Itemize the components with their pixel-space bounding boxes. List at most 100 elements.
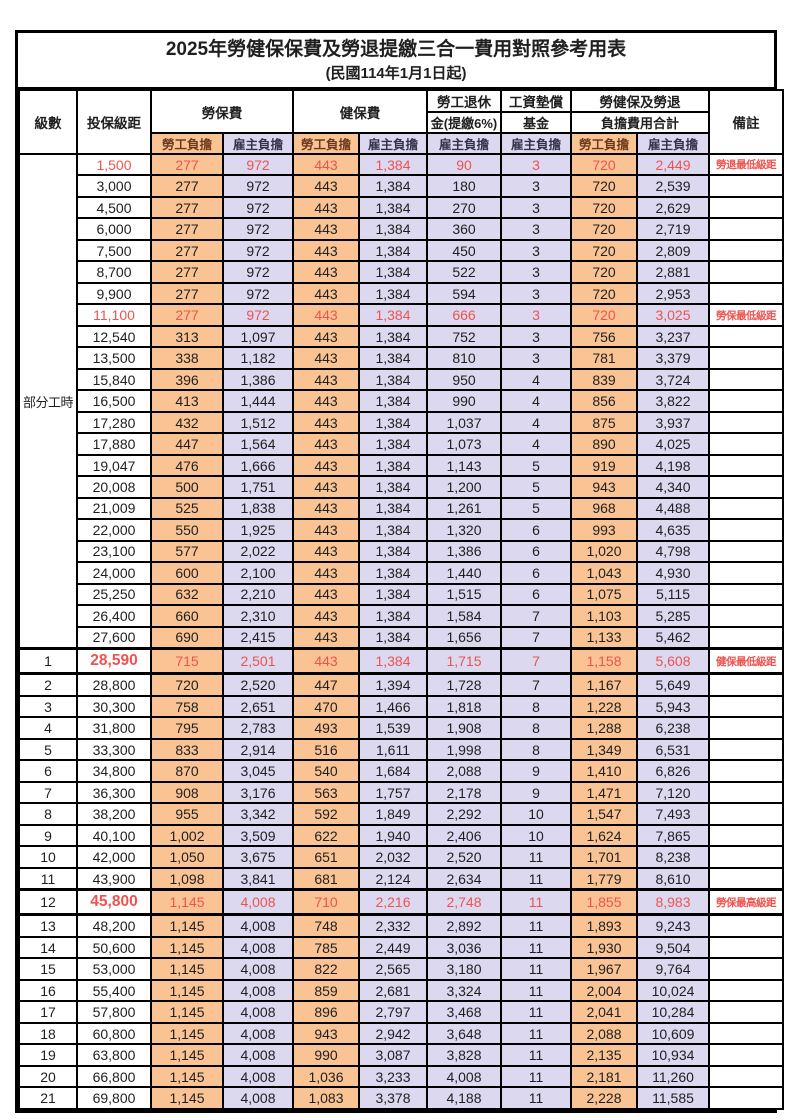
value-cell: 11 — [500, 978, 572, 1003]
value-cell: 1,515 — [426, 582, 502, 607]
value-cell: 470 — [292, 694, 360, 719]
value-cell: 1,384 — [358, 496, 428, 521]
value-cell: 1,757 — [358, 780, 428, 805]
value-cell: 447 — [150, 432, 224, 456]
table-row: 11 43,900 1,098 3,841 681 2,124 2,634 11 1,779 8,… — [18, 866, 784, 891]
value-cell: 8 — [500, 737, 572, 762]
value-cell: 5 — [500, 496, 572, 521]
remark-cell — [708, 1021, 784, 1046]
table-row: 14 50,600 1,145 4,008 785 2,449 3,036 11 1,930 9,… — [18, 935, 784, 960]
bracket-cell: 11,100 — [76, 303, 152, 327]
value-cell: 3,324 — [426, 978, 502, 1003]
title-block: 2025年勞健保保費及勞退提繳三合一費用對照參考用表 (民國114年1月1日起) — [18, 33, 774, 89]
table-row: 5 33,300 833 2,914 516 1,611 1,998 8 1,349 6,531 — [18, 737, 784, 762]
bracket-cell: 17,880 — [76, 432, 152, 456]
value-cell: 758 — [150, 694, 224, 719]
remark-cell — [708, 432, 784, 456]
level-cell: 8 — [18, 802, 78, 826]
value-cell: 1,261 — [426, 496, 502, 521]
remark-cell — [708, 694, 784, 719]
value-cell: 1,036 — [292, 1064, 360, 1089]
value-cell: 972 — [222, 303, 294, 327]
value-cell: 890 — [570, 432, 638, 456]
bracket-cell: 34,800 — [76, 759, 152, 783]
value-cell: 2,310 — [222, 604, 294, 628]
value-cell: 1,849 — [358, 802, 428, 826]
value-cell: 2,449 — [636, 152, 710, 177]
header-employer-burden: 雇主負擔 — [222, 132, 294, 155]
value-cell: 1,384 — [358, 195, 428, 220]
value-cell: 1,103 — [570, 604, 638, 628]
remark-cell — [708, 913, 784, 938]
value-cell: 4,008 — [222, 1021, 294, 1046]
bracket-cell: 30,300 — [76, 694, 152, 719]
value-cell: 525 — [150, 496, 224, 521]
value-cell: 3,233 — [358, 1064, 428, 1089]
value-cell: 3 — [500, 346, 572, 370]
value-cell: 1,073 — [426, 432, 502, 456]
value-cell: 1,925 — [222, 518, 294, 542]
value-cell: 1,967 — [570, 957, 638, 981]
value-cell: 1,666 — [222, 453, 294, 478]
value-cell: 3 — [500, 281, 572, 306]
table-row: 19 63,800 1,145 4,008 990 3,087 3,828 11 2,135 10… — [18, 1043, 784, 1067]
level-cell: 20 — [18, 1064, 78, 1089]
value-cell: 11 — [500, 845, 572, 869]
value-cell: 500 — [150, 475, 224, 499]
value-cell: 720 — [570, 281, 638, 306]
value-cell: 11 — [500, 1064, 572, 1089]
value-cell: 870 — [150, 759, 224, 783]
value-cell: 413 — [150, 389, 224, 413]
value-cell: 6 — [500, 518, 572, 542]
value-cell: 859 — [292, 978, 360, 1003]
table-row: 21,009 525 1,838 443 1,384 1,261 5 968 4,488 — [19, 496, 784, 521]
bracket-cell: 23,100 — [76, 539, 152, 564]
value-cell: 4 — [500, 432, 572, 456]
value-cell: 660 — [150, 604, 224, 628]
value-cell: 1,145 — [150, 1000, 224, 1024]
level-cell: 10 — [18, 845, 78, 869]
level-cell: 5 — [18, 737, 78, 762]
bracket-cell: 6,000 — [76, 217, 152, 241]
value-cell: 1,940 — [358, 823, 428, 848]
bracket-cell: 38,200 — [76, 802, 152, 826]
value-cell: 443 — [292, 647, 360, 676]
value-cell: 1,611 — [358, 737, 428, 762]
remark-cell — [708, 496, 784, 521]
value-cell: 180 — [426, 174, 502, 198]
value-cell: 443 — [292, 518, 360, 542]
value-cell: 450 — [426, 238, 502, 263]
value-cell: 1,384 — [358, 625, 428, 650]
table-row: 4,500 277 972 443 1,384 270 3 720 2,629 — [19, 195, 784, 220]
value-cell: 443 — [292, 625, 360, 650]
value-cell: 1,440 — [426, 561, 502, 585]
remark-cell — [708, 780, 784, 805]
value-cell: 972 — [222, 260, 294, 284]
value-cell: 443 — [292, 238, 360, 263]
value-cell: 7,120 — [636, 780, 710, 805]
bracket-cell: 4,500 — [76, 195, 152, 220]
value-cell: 600 — [150, 561, 224, 585]
value-cell: 8 — [500, 694, 572, 719]
value-cell: 720 — [570, 260, 638, 284]
value-cell: 443 — [292, 389, 360, 413]
value-cell: 1,471 — [570, 780, 638, 805]
value-cell: 1,145 — [150, 1086, 224, 1110]
remark-cell — [708, 217, 784, 241]
value-cell: 5,115 — [636, 582, 710, 607]
value-cell: 2,088 — [426, 759, 502, 783]
value-cell: 3 — [500, 238, 572, 263]
value-cell: 11 — [500, 913, 572, 938]
value-cell: 1,320 — [426, 518, 502, 542]
value-cell: 443 — [292, 432, 360, 456]
value-cell: 277 — [150, 195, 224, 220]
value-cell: 3,675 — [222, 845, 294, 869]
bracket-cell: 50,600 — [76, 935, 152, 960]
bracket-cell: 26,400 — [76, 604, 152, 628]
value-cell: 950 — [426, 367, 502, 392]
value-cell: 6 — [500, 582, 572, 607]
value-cell: 2,748 — [426, 888, 502, 917]
value-cell: 2,953 — [636, 281, 710, 306]
level-cell: 4 — [18, 716, 78, 740]
bracket-cell: 7,500 — [76, 238, 152, 263]
